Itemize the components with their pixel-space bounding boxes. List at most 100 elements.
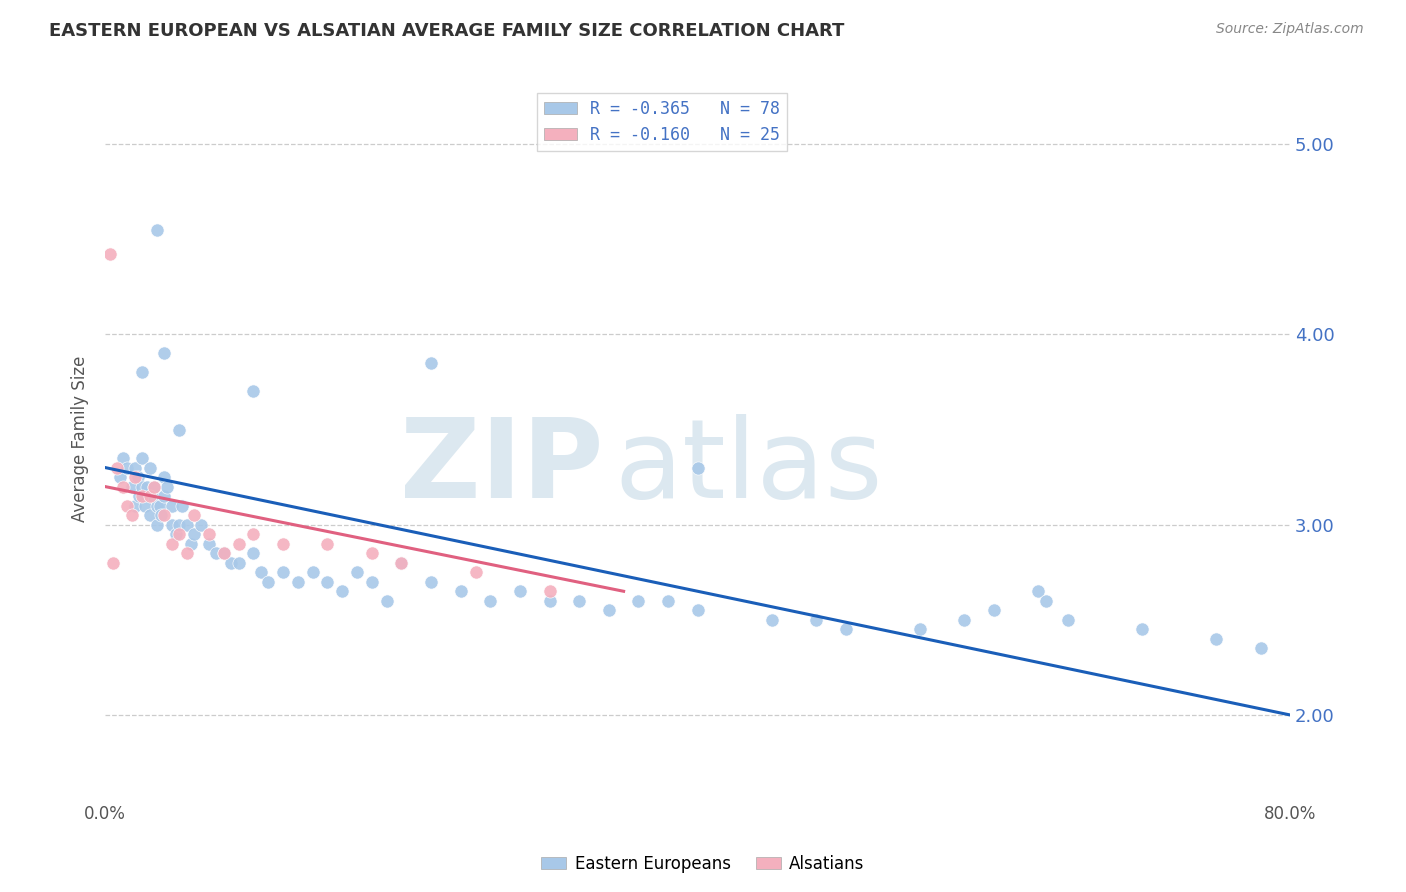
Point [172, 499, 194, 513]
Point [420, 574, 443, 589]
Point [146, 222, 169, 236]
Point [228, 556, 250, 570]
Point [134, 499, 156, 513]
Point [1250, 641, 1272, 656]
Point [287, 574, 309, 589]
Point [138, 508, 160, 523]
Point [538, 594, 561, 608]
Point [138, 489, 160, 503]
Point [198, 537, 221, 551]
Point [117, 499, 139, 513]
Point [138, 460, 160, 475]
Point [156, 480, 179, 494]
Point [257, 574, 280, 589]
Point [657, 594, 679, 608]
Point [346, 566, 368, 580]
Point [627, 594, 650, 608]
Point [983, 603, 1005, 617]
Point [686, 603, 709, 617]
Point [242, 384, 264, 399]
Point [242, 546, 264, 560]
Point [271, 566, 294, 580]
Point [1028, 584, 1050, 599]
Point [101, 556, 124, 570]
Point [124, 470, 146, 484]
Point [360, 546, 382, 560]
Point [124, 460, 146, 475]
Point [142, 489, 165, 503]
Point [108, 470, 131, 484]
Point [153, 489, 176, 503]
Point [198, 527, 221, 541]
Point [131, 480, 153, 494]
Point [375, 594, 398, 608]
Point [176, 546, 198, 560]
Point [479, 594, 502, 608]
Point [153, 508, 176, 523]
Point [183, 527, 205, 541]
Point [1057, 613, 1080, 627]
Point [242, 527, 264, 541]
Legend: Eastern Europeans, Alsatians: Eastern Europeans, Alsatians [534, 848, 872, 880]
Point [153, 346, 176, 360]
Point [135, 480, 157, 494]
Point [111, 480, 134, 494]
Point [146, 499, 169, 513]
Point [205, 546, 228, 560]
Point [131, 451, 153, 466]
Point [1205, 632, 1227, 646]
Point [568, 594, 591, 608]
Point [538, 584, 561, 599]
Point [149, 499, 172, 513]
Point [360, 574, 382, 589]
Point [212, 546, 235, 560]
Point [316, 537, 339, 551]
Point [219, 556, 242, 570]
Point [1130, 623, 1153, 637]
Point [124, 499, 146, 513]
Point [686, 460, 709, 475]
Point [121, 508, 143, 523]
Point [98, 247, 121, 261]
Point [1035, 594, 1057, 608]
Point [301, 566, 323, 580]
Point [105, 460, 128, 475]
Point [169, 527, 191, 541]
Point [420, 356, 443, 370]
Point [160, 517, 183, 532]
Point [953, 613, 976, 627]
Point [143, 480, 166, 494]
Point [160, 537, 183, 551]
Point [804, 613, 827, 627]
Point [450, 584, 472, 599]
Point [391, 556, 413, 570]
Point [117, 460, 139, 475]
Point [835, 623, 858, 637]
Text: Source: ZipAtlas.com: Source: ZipAtlas.com [1216, 22, 1364, 37]
Point [212, 546, 235, 560]
Point [908, 623, 931, 637]
Point [160, 499, 183, 513]
Point [249, 566, 271, 580]
Point [150, 508, 173, 523]
Text: ZIP: ZIP [399, 415, 603, 522]
Point [131, 366, 153, 380]
Point [169, 517, 191, 532]
Point [180, 537, 202, 551]
Point [146, 517, 169, 532]
Point [509, 584, 531, 599]
Point [391, 556, 413, 570]
Point [316, 574, 339, 589]
Text: EASTERN EUROPEAN VS ALSATIAN AVERAGE FAMILY SIZE CORRELATION CHART: EASTERN EUROPEAN VS ALSATIAN AVERAGE FAM… [49, 22, 845, 40]
Point [111, 451, 134, 466]
Point [121, 480, 143, 494]
Y-axis label: Average Family Size: Average Family Size [72, 356, 89, 522]
Point [183, 508, 205, 523]
Point [153, 470, 176, 484]
Point [176, 517, 198, 532]
Point [761, 613, 783, 627]
Point [190, 517, 212, 532]
Point [169, 423, 191, 437]
Text: atlas: atlas [614, 415, 883, 522]
Point [464, 566, 486, 580]
